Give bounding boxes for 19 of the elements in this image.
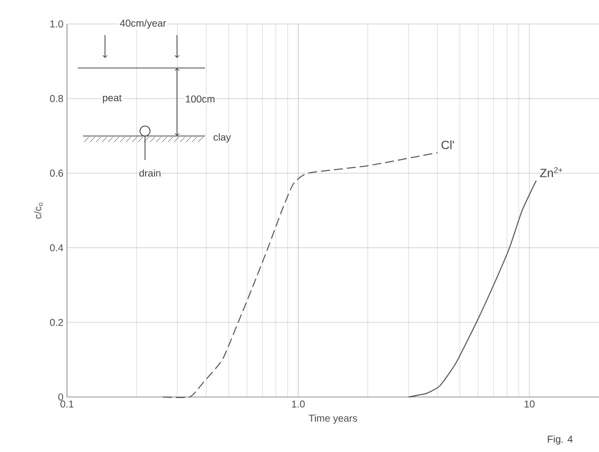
y-axis-title: c/c$_{o}$ [34,202,43,219]
annotation: 40cm/year [120,19,166,29]
y-tick-label: 0.2 [50,318,63,326]
x-tick-label: 0.1 [60,400,74,408]
annotation: peat [102,94,122,104]
y-tick-label: 1.0 [50,20,64,28]
y-tick-label: 0.8 [50,95,64,102]
x-tick-label: 10 [524,400,535,408]
series-label: Zn$^{2+}$ [540,167,562,178]
x-tick-label: 1.0 [292,400,305,408]
caption: Fig. 4 [548,435,573,445]
y-tick-label: 0.4 [50,244,64,252]
series-label: Cl' [442,140,454,150]
y-tick-label: 0.6 [50,170,64,177]
y-tick-label: 0 [58,393,64,401]
annotation: 100cm [186,95,214,103]
x-axis-title: Time years [308,414,358,424]
annotation: drain [139,169,160,177]
annotation: clay [214,133,231,143]
